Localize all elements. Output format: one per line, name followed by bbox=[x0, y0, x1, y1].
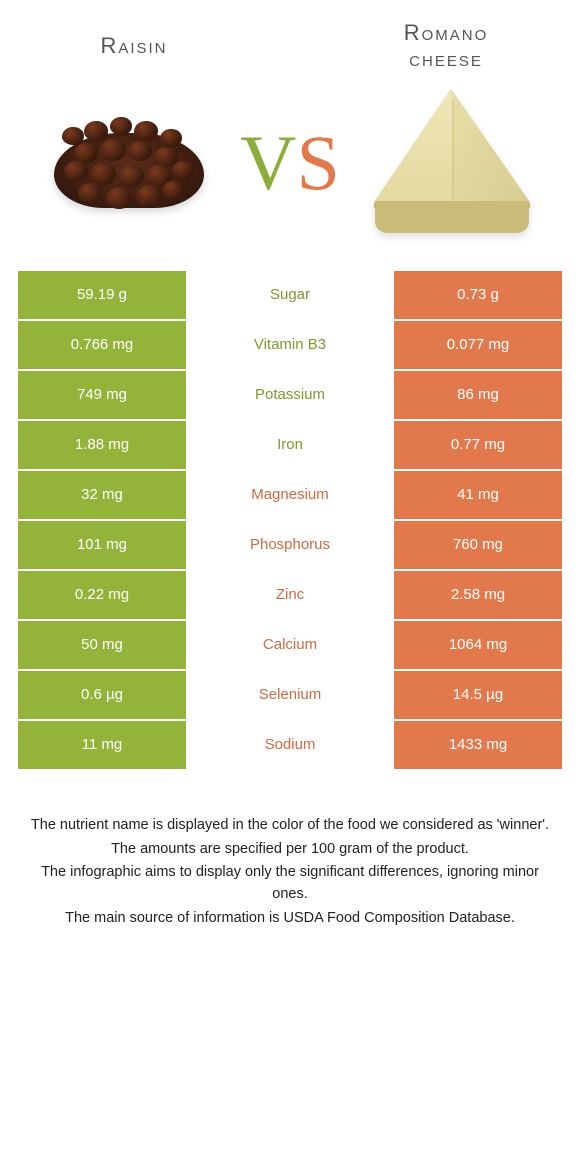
table-row: 50 mgCalcium1064 mg bbox=[18, 621, 562, 669]
right-value-cell: 86 mg bbox=[394, 371, 562, 419]
left-value-cell: 32 mg bbox=[18, 471, 186, 519]
vs-v: V bbox=[240, 119, 296, 206]
right-value-cell: 14.5 µg bbox=[394, 671, 562, 719]
nutrient-label: Calcium bbox=[186, 621, 394, 669]
right-value-cell: 760 mg bbox=[394, 521, 562, 569]
right-value-cell: 1433 mg bbox=[394, 721, 562, 769]
left-value-cell: 101 mg bbox=[18, 521, 186, 569]
header: Raisin Romano cheese bbox=[18, 20, 562, 73]
nutrient-label: Selenium bbox=[186, 671, 394, 719]
table-row: 1.88 mgIron0.77 mg bbox=[18, 421, 562, 469]
nutrient-label: Iron bbox=[186, 421, 394, 469]
left-food-title: Raisin bbox=[18, 33, 250, 59]
footnote-line: The amounts are specified per 100 gram o… bbox=[24, 839, 556, 861]
nutrient-label: Sugar bbox=[186, 271, 394, 319]
right-value-cell: 0.77 mg bbox=[394, 421, 562, 469]
vs-s: S bbox=[296, 119, 339, 206]
footnotes: The nutrient name is displayed in the co… bbox=[18, 815, 562, 930]
table-row: 101 mgPhosphorus760 mg bbox=[18, 521, 562, 569]
comparison-table: 59.19 gSugar0.73 g0.766 mgVitamin B30.07… bbox=[18, 271, 562, 769]
left-value-cell: 50 mg bbox=[18, 621, 186, 669]
right-food-title: Romano cheese bbox=[330, 20, 562, 73]
table-row: 0.22 mgZinc2.58 mg bbox=[18, 571, 562, 619]
left-value-cell: 11 mg bbox=[18, 721, 186, 769]
left-value-cell: 749 mg bbox=[18, 371, 186, 419]
table-row: 749 mgPotassium86 mg bbox=[18, 371, 562, 419]
left-value-cell: 0.22 mg bbox=[18, 571, 186, 619]
table-row: 0.6 µgSelenium14.5 µg bbox=[18, 671, 562, 719]
right-value-cell: 1064 mg bbox=[394, 621, 562, 669]
right-value-cell: 41 mg bbox=[394, 471, 562, 519]
left-value-cell: 0.766 mg bbox=[18, 321, 186, 369]
table-row: 32 mgMagnesium41 mg bbox=[18, 471, 562, 519]
nutrient-label: Sodium bbox=[186, 721, 394, 769]
nutrient-label: Potassium bbox=[186, 371, 394, 419]
cheese-image bbox=[340, 83, 562, 243]
footnote-line: The main source of information is USDA F… bbox=[24, 908, 556, 930]
vs-label: VS bbox=[240, 124, 340, 202]
nutrient-label: Zinc bbox=[186, 571, 394, 619]
nutrient-label: Phosphorus bbox=[186, 521, 394, 569]
left-value-cell: 1.88 mg bbox=[18, 421, 186, 469]
nutrient-label: Magnesium bbox=[186, 471, 394, 519]
footnote-line: The nutrient name is displayed in the co… bbox=[24, 815, 556, 837]
right-value-cell: 0.077 mg bbox=[394, 321, 562, 369]
left-value-cell: 59.19 g bbox=[18, 271, 186, 319]
right-value-cell: 2.58 mg bbox=[394, 571, 562, 619]
table-row: 11 mgSodium1433 mg bbox=[18, 721, 562, 769]
image-row: VS bbox=[18, 83, 562, 243]
nutrient-label: Vitamin B3 bbox=[186, 321, 394, 369]
left-value-cell: 0.6 µg bbox=[18, 671, 186, 719]
footnote-line: The infographic aims to display only the… bbox=[24, 862, 556, 906]
raisin-image bbox=[18, 103, 240, 223]
table-row: 0.766 mgVitamin B30.077 mg bbox=[18, 321, 562, 369]
right-value-cell: 0.73 g bbox=[394, 271, 562, 319]
table-row: 59.19 gSugar0.73 g bbox=[18, 271, 562, 319]
